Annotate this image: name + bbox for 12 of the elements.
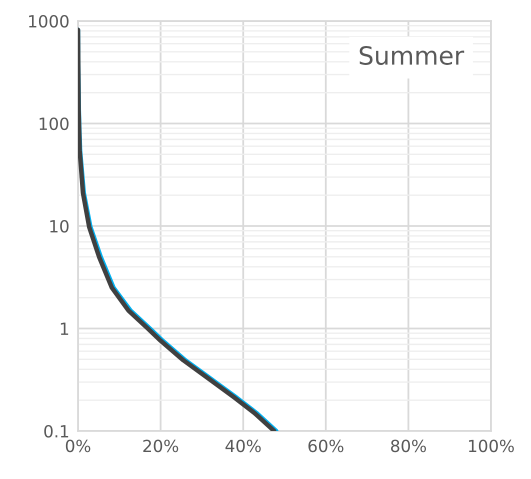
x-tick-label: 0%: [66, 440, 90, 452]
x-tick-label: 80%: [391, 440, 426, 452]
y-tick-label: 1: [60, 322, 68, 335]
y-tick-label: 1000: [29, 14, 69, 28]
y-tick-label: 0.1: [44, 424, 68, 438]
y-tick-label: 10: [50, 220, 69, 233]
x-tick-label: 20%: [143, 440, 178, 452]
annotation: Summer: [360, 46, 464, 65]
x-tick-label: 40%: [225, 440, 261, 452]
x-tick-label: 60%: [308, 440, 344, 452]
x-tick-label: 100%: [469, 440, 514, 452]
y-tick-label: 100: [40, 117, 69, 130]
